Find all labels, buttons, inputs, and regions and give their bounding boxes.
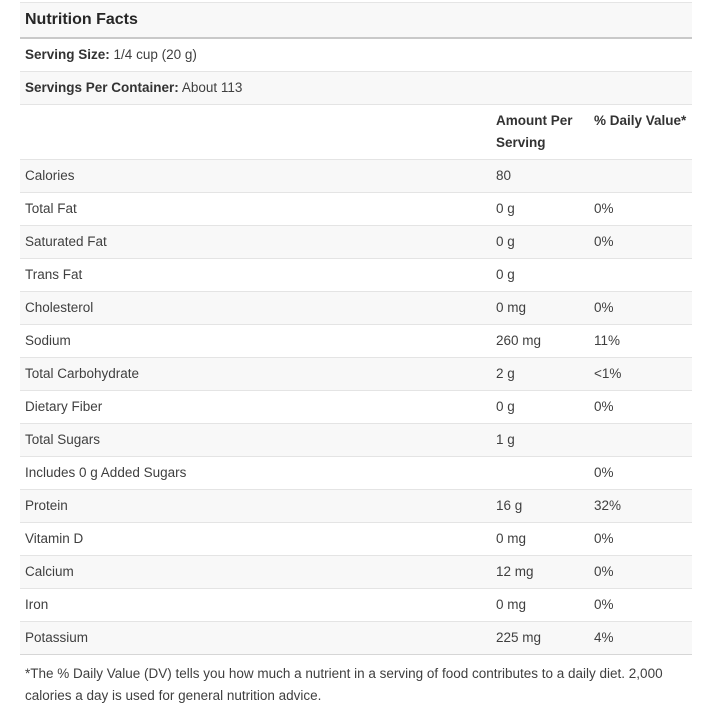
column-header-amount: Amount Per Serving	[496, 105, 594, 160]
serving-size-value: 1/4 cup (20 g)	[114, 47, 197, 62]
nutrient-daily-value-cell: 11%	[594, 325, 692, 358]
page-title: Nutrition Facts	[20, 3, 692, 38]
nutrient-name-cell: Cholesterol	[20, 292, 496, 325]
serving-size-label: Serving Size:	[25, 47, 110, 62]
nutrient-name-cell: Includes 0 g Added Sugars	[20, 457, 496, 490]
nutrient-daily-value-cell	[594, 259, 692, 292]
nutrient-amount-cell: 260 mg	[496, 325, 594, 358]
nutrient-row-total-sugars: Total Sugars 1 g	[20, 424, 692, 457]
nutrient-daily-value-cell: 0%	[594, 292, 692, 325]
nutrient-amount-cell: 0 mg	[496, 589, 594, 622]
daily-value-footnote: *The % Daily Value (DV) tells you how mu…	[20, 655, 692, 713]
nutrient-row-potassium: Potassium 225 mg 4%	[20, 622, 692, 655]
nutrient-row-protein: Protein 16 g 32%	[20, 490, 692, 523]
nutrient-name-cell: Trans Fat	[20, 259, 496, 292]
nutrient-row-sodium: Sodium 260 mg 11%	[20, 325, 692, 358]
serving-size-row: Serving Size: 1/4 cup (20 g)	[20, 38, 692, 72]
nutrient-daily-value-cell: 0%	[594, 226, 692, 259]
nutrient-amount-cell: 0 mg	[496, 292, 594, 325]
nutrient-name-cell: Saturated Fat	[20, 226, 496, 259]
column-header-daily-value: % Daily Value*	[594, 105, 692, 160]
nutrient-amount-cell: 1 g	[496, 424, 594, 457]
nutrient-row-calories: Calories 80	[20, 160, 692, 193]
nutrient-name-cell: Total Carbohydrate	[20, 358, 496, 391]
nutrient-name-cell: Total Fat	[20, 193, 496, 226]
nutrient-row-trans-fat: Trans Fat 0 g	[20, 259, 692, 292]
column-header-empty	[20, 105, 496, 160]
nutrient-name-cell: Vitamin D	[20, 523, 496, 556]
nutrition-facts-table: Nutrition Facts Serving Size: 1/4 cup (2…	[20, 3, 692, 713]
nutrient-name-cell: Sodium	[20, 325, 496, 358]
nutrient-row-total-fat: Total Fat 0 g 0%	[20, 193, 692, 226]
nutrient-daily-value-cell: 0%	[594, 193, 692, 226]
nutrient-amount-cell: 0 g	[496, 226, 594, 259]
nutrient-name-cell: Calcium	[20, 556, 496, 589]
nutrient-name-cell: Potassium	[20, 622, 496, 655]
footnote-section: *The % Daily Value (DV) tells you how mu…	[20, 655, 692, 713]
nutrient-daily-value-cell: 0%	[594, 457, 692, 490]
nutrient-row-total-carbohydrate: Total Carbohydrate 2 g <1%	[20, 358, 692, 391]
nutrient-amount-cell	[496, 457, 594, 490]
label-header-rows: Nutrition Facts Serving Size: 1/4 cup (2…	[20, 3, 692, 160]
nutrient-amount-cell: 12 mg	[496, 556, 594, 589]
servings-per-container-label: Servings Per Container:	[25, 80, 179, 95]
nutrient-amount-cell: 0 mg	[496, 523, 594, 556]
nutrient-daily-value-cell: 0%	[594, 523, 692, 556]
servings-per-container-value: About 113	[182, 80, 243, 95]
nutrient-row-iron: Iron 0 mg 0%	[20, 589, 692, 622]
nutrient-amount-cell: 80	[496, 160, 594, 193]
nutrition-facts-panel: Nutrition Facts Serving Size: 1/4 cup (2…	[20, 2, 692, 713]
nutrient-daily-value-cell: 0%	[594, 391, 692, 424]
nutrient-amount-cell: 0 g	[496, 391, 594, 424]
nutrient-daily-value-cell: 0%	[594, 556, 692, 589]
nutrient-row-saturated-fat: Saturated Fat 0 g 0%	[20, 226, 692, 259]
nutrient-row-dietary-fiber: Dietary Fiber 0 g 0%	[20, 391, 692, 424]
nutrient-row-calcium: Calcium 12 mg 0%	[20, 556, 692, 589]
nutrient-name-cell: Total Sugars	[20, 424, 496, 457]
nutrient-row-vitamin-d: Vitamin D 0 mg 0%	[20, 523, 692, 556]
nutrient-rows: Calories 80 Total Fat 0 g 0% Saturated F…	[20, 160, 692, 655]
nutrient-row-cholesterol: Cholesterol 0 mg 0%	[20, 292, 692, 325]
column-header-row: Amount Per Serving % Daily Value*	[20, 105, 692, 160]
nutrient-daily-value-cell	[594, 424, 692, 457]
nutrient-amount-cell: 0 g	[496, 193, 594, 226]
footnote-row: *The % Daily Value (DV) tells you how mu…	[20, 655, 692, 713]
title-row: Nutrition Facts	[20, 3, 692, 38]
nutrient-name-cell: Iron	[20, 589, 496, 622]
nutrient-daily-value-cell: 32%	[594, 490, 692, 523]
nutrient-amount-cell: 225 mg	[496, 622, 594, 655]
nutrient-row-includes-0-g-added-sugars: Includes 0 g Added Sugars 0%	[20, 457, 692, 490]
nutrient-name-cell: Dietary Fiber	[20, 391, 496, 424]
nutrient-amount-cell: 16 g	[496, 490, 594, 523]
servings-per-container-row: Servings Per Container: About 113	[20, 72, 692, 105]
nutrient-daily-value-cell	[594, 160, 692, 193]
nutrient-daily-value-cell: 0%	[594, 589, 692, 622]
nutrient-name-cell: Protein	[20, 490, 496, 523]
nutrient-daily-value-cell: <1%	[594, 358, 692, 391]
nutrient-amount-cell: 2 g	[496, 358, 594, 391]
nutrient-name-cell: Calories	[20, 160, 496, 193]
nutrient-daily-value-cell: 4%	[594, 622, 692, 655]
nutrient-amount-cell: 0 g	[496, 259, 594, 292]
